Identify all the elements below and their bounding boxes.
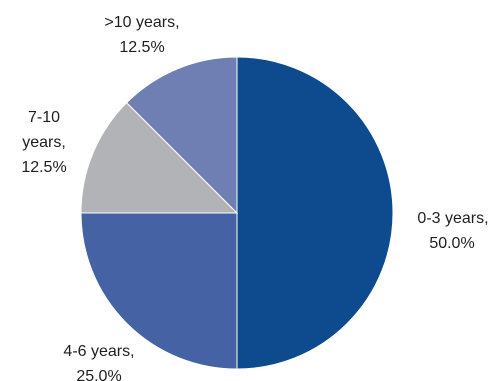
slice-label-4-6-years-category: 4-6 years, (63, 343, 134, 360)
slice-label-over-10-years-category: >10 years, (104, 14, 179, 31)
slice-label-7-10-years-category-line2: years, (22, 134, 66, 151)
pie-slices (80, 56, 394, 370)
slice-label-over-10-years-percent: 12.5% (119, 39, 164, 56)
slice-label-7-10-years-category-line1: 7-10 (28, 109, 60, 126)
slice-label-0-3-years-category: 0-3 years, (417, 210, 488, 227)
pie-slice-10-years (125, 56, 238, 215)
slice-label-0-3-years-percent: 50.0% (429, 235, 474, 252)
pie-slice-4-6-years (80, 212, 238, 370)
pie-slice-0-3-years (236, 56, 394, 370)
slice-label-4-6-years-percent: 25.0% (76, 368, 121, 381)
slice-label-7-10-years-percent: 12.5% (21, 159, 66, 176)
pie-slice-7-10-years (80, 101, 239, 214)
